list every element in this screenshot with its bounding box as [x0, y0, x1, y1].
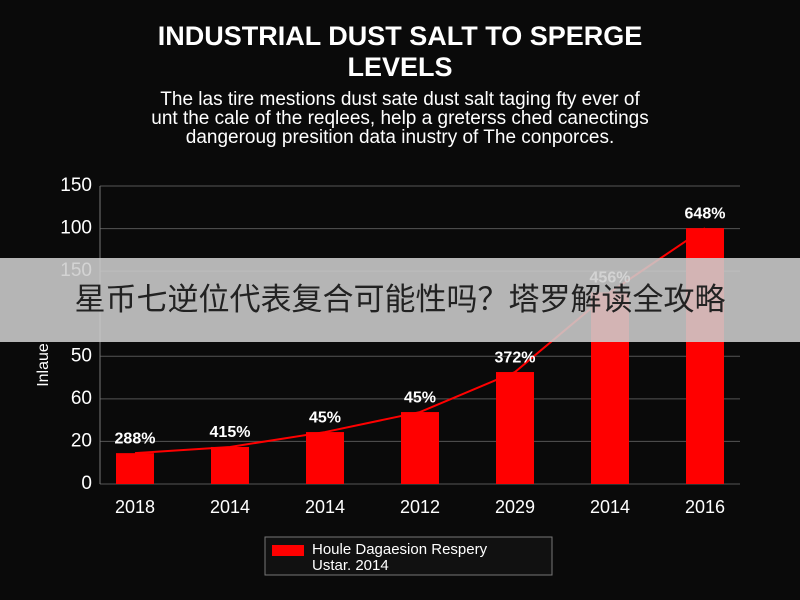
x-tick-label: 2012: [400, 497, 440, 517]
legend-swatch: [272, 545, 304, 556]
x-tick-label: 2014: [305, 497, 345, 517]
legend-box: [264, 536, 553, 576]
y-tick-label: 20: [71, 430, 92, 451]
chart-title: INDUSTRIAL DUST SALT TO SPERGE: [158, 21, 643, 51]
overlay-banner-text: 星币七逆位代表复合可能性吗？塔罗解读全攻略: [75, 282, 726, 317]
bar: [211, 446, 249, 484]
x-tick-label: 2014: [590, 497, 630, 517]
y-tick-label: 100: [60, 218, 92, 239]
subtitle: unt the cale of the reqlees, help a gret…: [151, 108, 648, 129]
x-tick-label: 2014: [210, 497, 250, 517]
bar: [401, 412, 439, 484]
subtitle: dangeroug presition data inustry of The …: [186, 127, 614, 148]
annotation: 288%: [115, 430, 156, 447]
annotation: 648%: [685, 205, 726, 222]
subtitle: The las tire mestions dust sate dust sal…: [160, 89, 640, 110]
legend-subtitle: Ustar. 2014: [312, 557, 389, 574]
y-axis-label: Inlaue: [35, 343, 52, 387]
y-tick-label: 150: [60, 175, 92, 196]
x-tick-label: 2029: [495, 497, 535, 517]
annotation: 45%: [309, 409, 341, 426]
chart-title: LEVELS: [347, 52, 452, 82]
annotation: 415%: [210, 424, 251, 441]
annotation: 372%: [495, 349, 536, 366]
legend-label: Houle Dagaesion Respery: [312, 541, 488, 558]
x-tick-label: 2018: [115, 497, 155, 517]
y-tick-label: 0: [81, 473, 92, 494]
x-tick-label: 2016: [685, 497, 725, 517]
bar: [116, 453, 154, 484]
bar: [496, 372, 534, 484]
y-tick-label: 60: [71, 388, 92, 409]
bar: [306, 432, 344, 484]
annotation: 45%: [404, 389, 436, 406]
y-tick-label: 50: [71, 345, 92, 366]
overlay-banner: [0, 258, 800, 342]
